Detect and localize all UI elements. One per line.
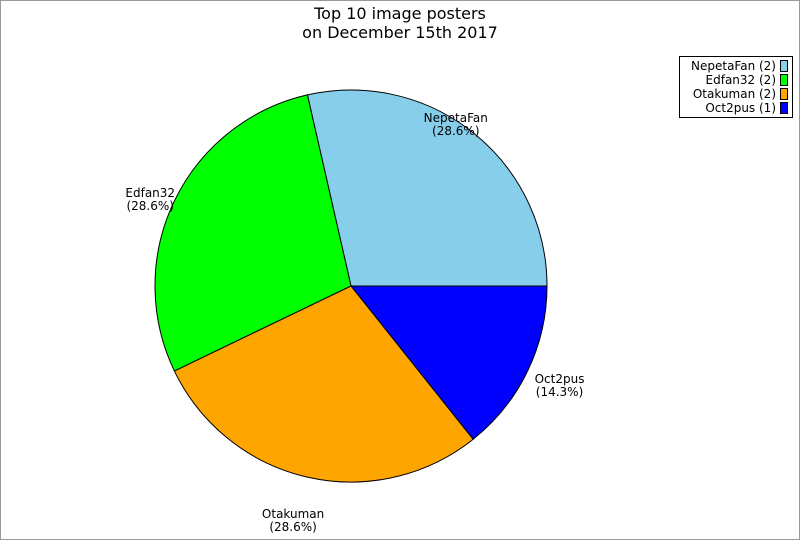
legend-swatch [780, 74, 788, 86]
legend-item-nepetafan: NepetaFan (2) [680, 59, 788, 73]
pie-slice-otakuman [173, 285, 474, 483]
legend-label: Oct2pus (1) [705, 101, 776, 115]
slice-label-edfan32: Edfan32 (28.6%) [125, 187, 175, 213]
slice-label-oct2pus: Oct2pus (14.3%) [534, 371, 585, 399]
legend-label: Edfan32 (2) [705, 73, 776, 87]
slice-label-name: Oct2pus [534, 371, 585, 386]
slice-label-nepetafan: NepetaFan (28.6%) [424, 112, 488, 138]
legend-item-oct2pus: Oct2pus (1) [680, 101, 788, 115]
slice-label-name: NepetaFan [423, 111, 488, 126]
pie-slice-nepetafan [306, 89, 548, 287]
chart-title-line-1: Top 10 image posters [314, 4, 486, 23]
pie-slice-edfan32 [154, 94, 352, 372]
chart-title: Top 10 image posters on December 15th 20… [1, 4, 799, 42]
legend-label: NepetaFan (2) [691, 59, 776, 73]
legend-swatch [780, 88, 788, 100]
slice-label-percent: (28.6%) [269, 519, 317, 534]
legend-item-edfan32: Edfan32 (2) [680, 73, 788, 87]
legend-label: Otakuman (2) [692, 87, 776, 101]
slice-label-otakuman: Otakuman (28.6%) [261, 506, 325, 534]
pie-slice-oct2pus [349, 285, 548, 440]
slice-label-name: Edfan32 [125, 186, 176, 201]
slice-label-percent: (14.3%) [535, 384, 584, 399]
legend: NepetaFan (2) Edfan32 (2) Otakuman (2) O… [679, 56, 793, 118]
slice-label-percent: (28.6%) [432, 124, 480, 139]
chart-title-line-2: on December 15th 2017 [302, 23, 498, 42]
legend-swatch [780, 60, 788, 72]
legend-swatch [780, 102, 788, 114]
slice-label-name: Otakuman [261, 506, 325, 521]
slice-label-percent: (28.6%) [126, 199, 174, 214]
legend-item-otakuman: Otakuman (2) [680, 87, 788, 101]
